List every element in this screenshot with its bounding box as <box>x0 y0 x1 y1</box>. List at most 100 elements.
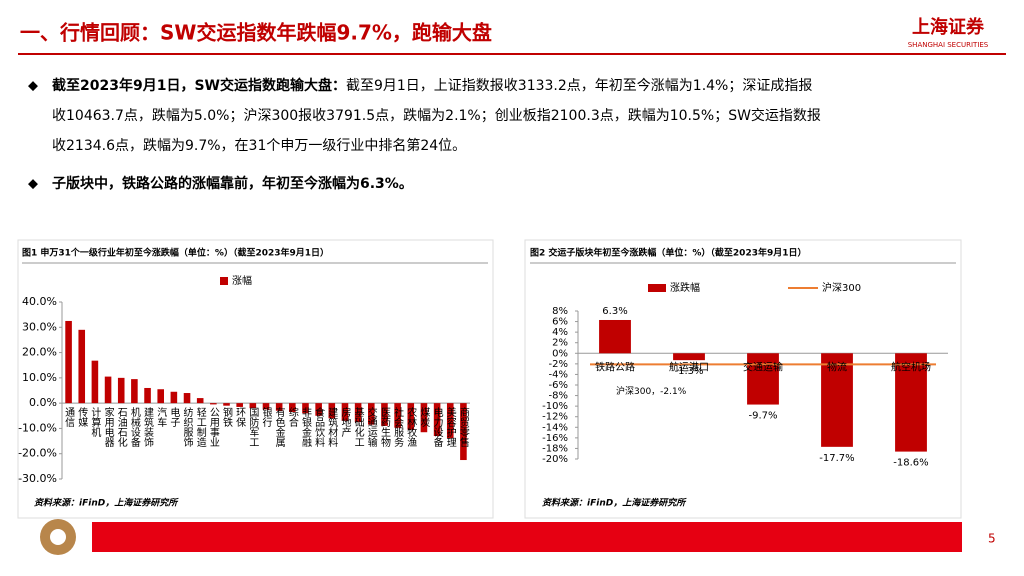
bar <box>328 403 336 419</box>
y-tick-label: -14% <box>542 422 568 433</box>
source: 资料来源：iFinD，上海证券研究所 <box>542 498 687 509</box>
y-tick-label: -4% <box>549 369 568 380</box>
x-tick-label: 石油石化 <box>115 407 127 447</box>
legend-label: 沪深300 <box>822 281 861 294</box>
x-tick-label: 非银金融 <box>299 407 311 448</box>
y-tick-label: -16% <box>542 433 568 444</box>
x-tick-label: 商贸零售 <box>457 406 469 448</box>
x-tick-label: 通信 <box>63 407 75 428</box>
bar <box>236 403 243 407</box>
x-tick-label: 机械设备 <box>128 406 140 448</box>
y-tick-label: -30.0% <box>18 472 57 485</box>
bullet-line: 收10463.7点，跌幅为5.0%；沪深300报收3791.5点，跌幅为2.1%… <box>52 107 821 124</box>
bar <box>104 376 112 404</box>
x-tick-label: 交通运输 <box>365 406 377 448</box>
y-tick-label: 10.0% <box>22 371 57 384</box>
y-tick-label: -8% <box>549 391 568 402</box>
y-tick-label: -18% <box>542 443 568 454</box>
x-tick-label: 家用电器 <box>102 406 114 448</box>
x-tick-label: 农林牧渔 <box>405 406 417 448</box>
x-tick-label: 轻工制造 <box>194 406 206 447</box>
x-tick-label: 煤炭 <box>418 406 430 428</box>
x-tick-label: 汽车 <box>155 406 167 428</box>
bar <box>210 403 217 405</box>
x-tick-label: 航空机场 <box>891 360 931 373</box>
bar <box>673 353 705 361</box>
x-tick-label: 有色金属 <box>273 406 285 448</box>
y-tick-label: 6% <box>552 317 568 328</box>
bullet-icon: ◆ <box>28 79 38 94</box>
bullet-icon: ◆ <box>28 177 38 192</box>
x-tick-label: 公用事业 <box>207 407 219 447</box>
bullet-line: 截至9月1日，上证指数报收3133.2点，年初至今涨幅为1.4%；深证成指报 <box>346 77 812 94</box>
bullet-lead: 截至2023年9月1日，SW交运指数跑输大盘： <box>52 77 346 94</box>
x-tick-label: 建筑装饰 <box>142 406 154 448</box>
legend-label: 涨幅 <box>232 274 252 287</box>
bar <box>394 403 401 428</box>
x-tick-label: 电子 <box>168 406 180 427</box>
x-tick-label: 航运港口 <box>669 360 709 373</box>
y-tick-label: 8% <box>552 306 568 317</box>
bar <box>354 403 362 423</box>
x-tick-label: 银行 <box>260 406 272 428</box>
y-tick-label: 40.0% <box>22 295 57 308</box>
legend-swatch <box>220 277 228 285</box>
value-label: -17.7% <box>819 453 854 464</box>
annotation: 沪深300，-2.1% <box>616 385 687 397</box>
bar <box>262 403 270 410</box>
bullet-text: 子版块中，铁路公路的涨幅靠前，年初至今涨幅为6.3%。 <box>52 175 413 192</box>
legend-label: 涨跌幅 <box>670 281 700 294</box>
bar <box>117 377 125 404</box>
bar <box>446 403 454 439</box>
bullet-lead: 子版块中，铁路公路的涨幅靠前，年初至今涨幅为6.3%。 <box>52 175 413 192</box>
x-tick-label: 铁路公路 <box>595 360 635 373</box>
slide-title: 一、行情回顾：SW交运指数年跌幅9.7%，跑输大盘 <box>20 21 492 45</box>
bar <box>170 391 178 404</box>
value-label: -9.7% <box>748 411 777 422</box>
bar <box>420 403 428 433</box>
y-tick-label: -10% <box>542 401 568 412</box>
bar <box>78 329 86 404</box>
x-tick-label: 房地产 <box>339 406 351 438</box>
panel <box>17 239 494 519</box>
value-label: -1.3% <box>674 366 703 377</box>
x-tick-label: 环保 <box>234 407 246 428</box>
page-number: 5 <box>988 532 996 546</box>
footer-logo <box>50 529 66 545</box>
y-tick-label: -6% <box>549 380 568 391</box>
legend-swatch <box>648 284 666 292</box>
x-tick-label: 交通运输 <box>743 360 783 373</box>
bar <box>131 379 138 404</box>
bar <box>157 389 164 404</box>
bar <box>341 403 349 421</box>
bar <box>144 387 151 404</box>
bar <box>381 403 388 426</box>
bar <box>289 403 296 412</box>
x-tick-label: 医药生物 <box>378 407 390 448</box>
bullet-text: 截至2023年9月1日，SW交运指数跑输大盘：截至9月1日，上证指数报收3133… <box>52 77 812 94</box>
x-tick-label: 计算机 <box>89 406 101 438</box>
chart-title: 图2 交运子版块年初至今涨跌幅（单位：%）（截至2023年9月1日） <box>530 247 807 259</box>
y-tick-label: 2% <box>552 338 568 349</box>
footer-bar <box>92 522 962 552</box>
bullet-line: 收2134.6点，跌幅为9.7%，在31个申万一级行业中排名第24位。 <box>52 137 466 154</box>
bar <box>302 403 309 414</box>
panel <box>524 239 962 519</box>
bar <box>368 403 375 425</box>
x-tick-label: 物流 <box>827 360 847 373</box>
bar <box>65 320 72 404</box>
bar <box>895 353 927 452</box>
y-tick-label: -20.0% <box>18 447 57 460</box>
x-tick-label: 国防军工 <box>247 407 259 447</box>
bar <box>821 353 853 447</box>
y-tick-label: -2% <box>549 359 568 370</box>
x-tick-label: 建筑材料 <box>326 406 338 448</box>
bar <box>599 319 631 354</box>
bar <box>183 393 191 404</box>
y-tick-label: 30.0% <box>22 320 57 333</box>
bar <box>315 403 322 416</box>
x-tick-label: 钢铁 <box>221 406 233 428</box>
x-tick-label: 纺织服饰 <box>181 406 193 448</box>
bar <box>196 398 204 404</box>
logo: 上海证券 <box>912 16 985 38</box>
